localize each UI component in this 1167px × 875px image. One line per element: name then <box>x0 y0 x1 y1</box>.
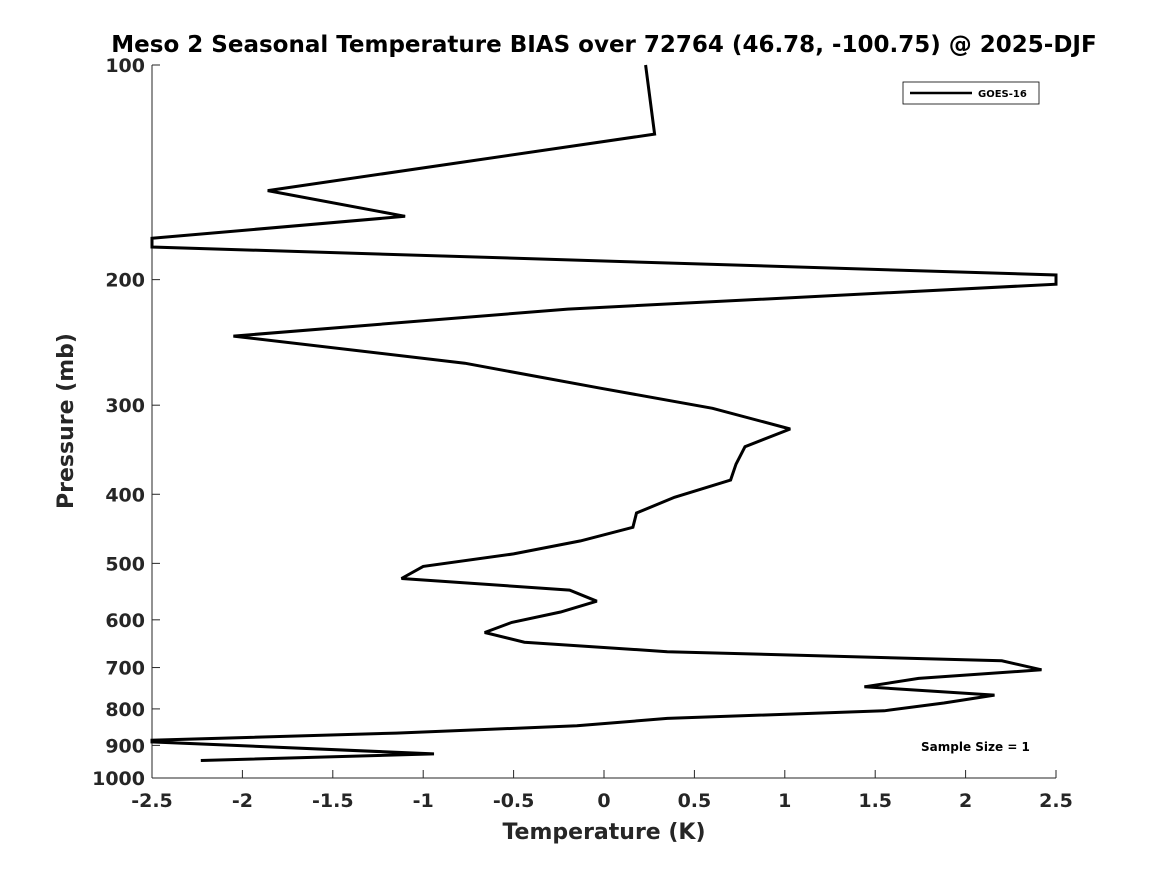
plot-area <box>152 65 1056 778</box>
x-tick-label: 2 <box>959 790 972 812</box>
x-axis-label: Temperature (K) <box>502 820 705 845</box>
series-layer <box>150 64 1058 762</box>
y-tick-label: 200 <box>105 270 145 292</box>
x-tick-label: -1 <box>413 790 434 812</box>
y-axis-label: Pressure (mb) <box>54 333 79 509</box>
y-tick-label: 1000 <box>92 768 145 790</box>
x-tick-label: -1.5 <box>312 790 354 812</box>
legend-label: GOES-16 <box>978 89 1027 100</box>
x-tick-label: 0 <box>597 790 610 812</box>
x-tick-label: -2.5 <box>131 790 173 812</box>
y-tick-label: 600 <box>105 610 145 632</box>
x-tick-label: 0.5 <box>678 790 712 812</box>
x-tick-label: 1.5 <box>858 790 892 812</box>
y-tick-label: 700 <box>105 658 145 680</box>
x-axis: -2.5 -2 -1.5 -1 -0.5 0 0.5 1 1.5 2 2.5 <box>131 770 1073 812</box>
legend: GOES-16 <box>902 81 1040 105</box>
sample-size-annotation: Sample Size = 1 <box>921 740 1030 754</box>
y-tick-label: 500 <box>105 553 145 575</box>
x-tick-label: -2 <box>232 790 253 812</box>
x-tick-label: 1 <box>778 790 791 812</box>
x-tick-label: -0.5 <box>493 790 535 812</box>
y-axis: 100 200 300 400 500 600 700 800 900 1000 <box>92 55 160 790</box>
x-tick-label: 2.5 <box>1039 790 1073 812</box>
y-tick-label: 100 <box>105 55 145 77</box>
y-tick-label: 800 <box>105 699 145 721</box>
series-line-goes-16 <box>150 64 1058 762</box>
chart-title: Meso 2 Seasonal Temperature BIAS over 72… <box>111 32 1096 58</box>
y-tick-label: 400 <box>105 484 145 506</box>
y-tick-label: 300 <box>105 395 145 417</box>
y-tick-label: 900 <box>105 735 145 757</box>
